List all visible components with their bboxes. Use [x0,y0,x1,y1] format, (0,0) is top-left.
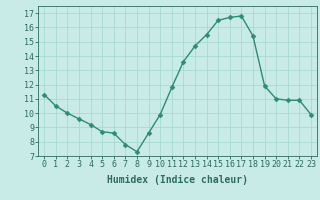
X-axis label: Humidex (Indice chaleur): Humidex (Indice chaleur) [107,175,248,185]
